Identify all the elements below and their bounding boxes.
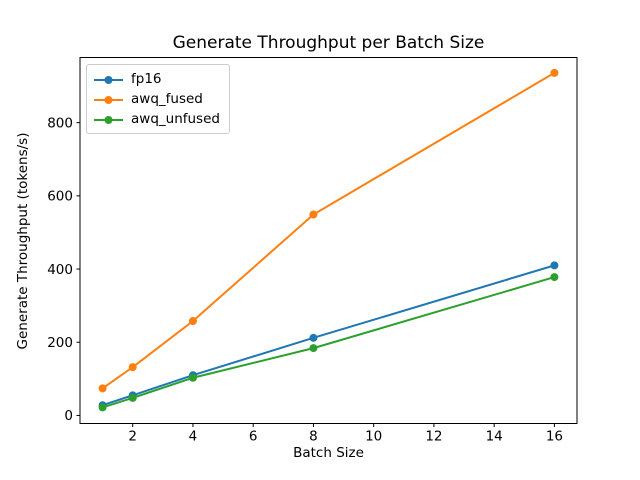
y-tick-label: 400 [47,262,73,278]
x-tick-label: 8 [309,429,318,445]
series-line-fp16 [101,264,556,407]
x-tick-label: 2 [128,429,137,445]
legend-label: fp16 [131,71,162,87]
legend: fp16 awq_fused awq_unfused [86,64,230,134]
x-tick-label: 12 [425,429,442,445]
data-point-awq_fused [128,363,137,372]
x-axis-label: Batch Size [293,445,364,461]
data-point-awq_unfused [309,344,318,353]
y-tick-label: 200 [47,335,73,351]
x-tick-label: 6 [249,429,258,445]
x-tick-label: 16 [546,429,563,445]
x-tick-label: 10 [365,429,382,445]
y-tick-label: 0 [64,408,73,424]
x-tick-label: 4 [189,429,198,445]
y-tick-label: 800 [47,115,73,131]
y-tick-label: 600 [47,189,73,205]
legend-item-awq-fused: awq_fused [93,89,220,109]
data-point-awq_unfused [98,403,107,412]
legend-label: awq_fused [131,91,203,107]
legend-item-awq-unfused: awq_unfused [93,109,220,129]
series-line-awq_unfused [101,276,556,409]
line-marker-icon [93,72,124,86]
data-point-fp16 [309,333,318,342]
data-point-awq_fused [550,68,559,77]
x-tick-label: 14 [486,429,503,445]
y-axis-label: Generate Throughput (tokens/s) [15,132,31,350]
legend-label: awq_unfused [131,111,220,127]
chart-title: Generate Throughput per Batch Size [172,33,485,53]
line-marker-icon [93,92,124,106]
axes-spines [79,57,578,424]
data-point-fp16 [550,261,559,270]
data-point-awq_unfused [188,373,197,382]
data-point-awq_fused [98,384,107,393]
data-point-awq_fused [188,317,197,326]
line-marker-icon [93,112,124,126]
data-point-awq_unfused [550,273,559,282]
legend-item-fp16: fp16 [93,69,220,89]
data-point-awq_fused [309,210,318,219]
data-point-awq_unfused [128,393,137,402]
